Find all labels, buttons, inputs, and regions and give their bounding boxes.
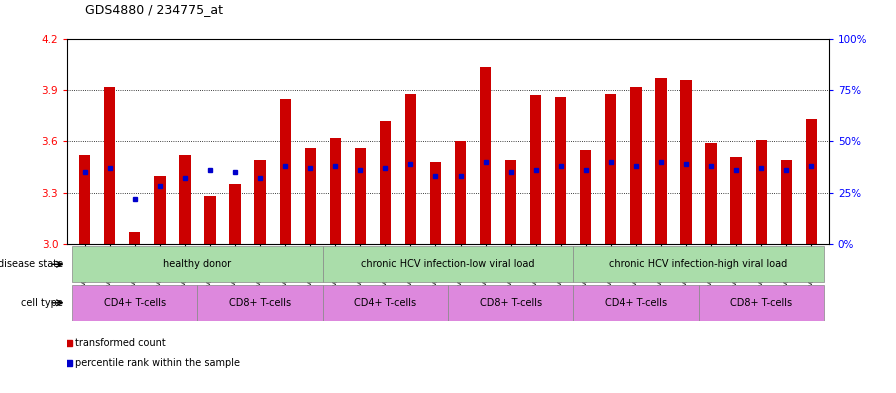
Bar [330,138,340,244]
Text: cell type: cell type [21,298,63,308]
FancyBboxPatch shape [448,285,573,321]
Bar [730,157,742,244]
Text: CD4+ T-cells: CD4+ T-cells [104,298,166,308]
Text: disease state: disease state [0,259,63,269]
Text: GDS4880 / 234775_at: GDS4880 / 234775_at [85,3,223,16]
Text: chronic HCV infection-low viral load: chronic HCV infection-low viral load [361,259,535,269]
Bar [806,119,817,244]
Bar [655,79,667,244]
Text: percentile rank within the sample: percentile rank within the sample [75,358,240,368]
Bar [380,121,391,244]
FancyBboxPatch shape [573,246,823,282]
Text: CD8+ T-cells: CD8+ T-cells [229,298,291,308]
FancyBboxPatch shape [699,285,823,321]
Text: CD8+ T-cells: CD8+ T-cells [730,298,792,308]
Bar [455,141,466,244]
Bar [229,184,241,244]
Bar [580,150,591,244]
Bar [104,87,116,244]
Bar [154,176,166,244]
Text: chronic HCV infection-high viral load: chronic HCV infection-high viral load [609,259,788,269]
Bar [405,94,416,244]
FancyBboxPatch shape [73,246,323,282]
Bar [355,148,366,244]
Bar [179,155,191,244]
Bar [430,162,441,244]
Text: healthy donor: healthy donor [163,259,231,269]
Text: transformed count: transformed count [75,338,166,348]
Bar [204,196,216,244]
Bar [305,148,316,244]
Bar [280,99,291,244]
Bar [680,80,692,244]
FancyBboxPatch shape [73,285,197,321]
Bar [129,232,141,244]
Bar [505,160,516,244]
Text: CD8+ T-cells: CD8+ T-cells [479,298,542,308]
Bar [254,160,266,244]
Text: CD4+ T-cells: CD4+ T-cells [605,298,667,308]
Bar [79,155,90,244]
Bar [780,160,792,244]
Text: CD4+ T-cells: CD4+ T-cells [354,298,417,308]
Bar [755,140,767,244]
Bar [480,66,491,244]
FancyBboxPatch shape [197,285,323,321]
FancyBboxPatch shape [323,285,448,321]
FancyBboxPatch shape [573,285,699,321]
Bar [530,95,541,244]
FancyBboxPatch shape [323,246,573,282]
Bar [605,94,616,244]
Bar [556,97,566,244]
Bar [630,87,642,244]
Bar [705,143,717,244]
